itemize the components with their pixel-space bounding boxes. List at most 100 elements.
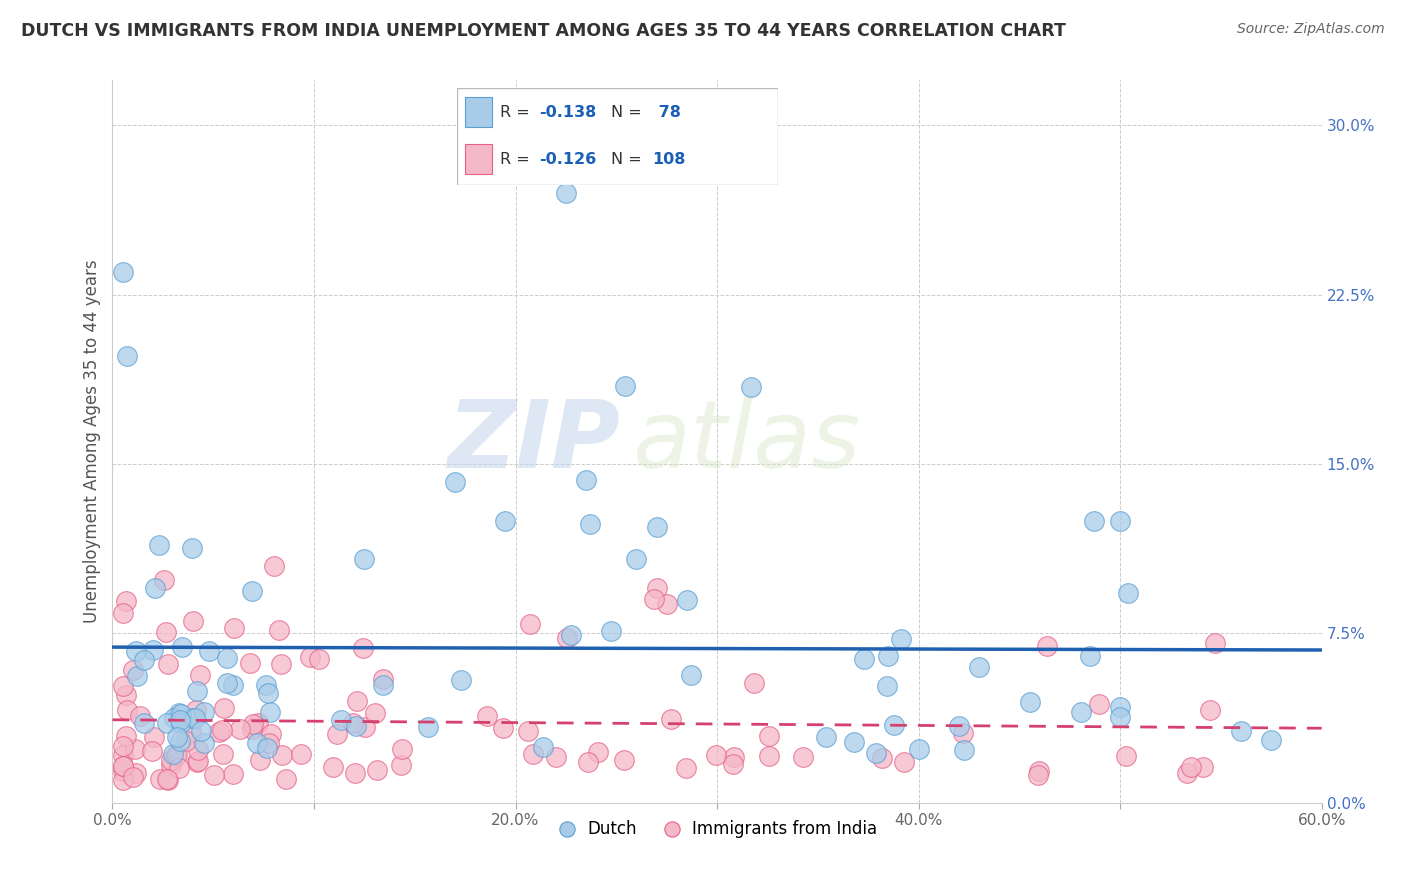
Immigrants from India — [212, 701, 235, 715]
Immigrants from India — [128, 708, 150, 723]
Dutch — [953, 743, 976, 757]
Dutch — [170, 706, 193, 721]
Dutch — [132, 716, 155, 731]
Immigrants from India — [187, 754, 209, 768]
Immigrants from India — [659, 712, 682, 726]
Immigrants from India — [308, 652, 330, 666]
Immigrants from India — [952, 726, 974, 740]
Dutch — [416, 720, 439, 734]
Immigrants from India — [675, 761, 697, 775]
Dutch — [256, 740, 278, 755]
Immigrants from India — [184, 703, 207, 717]
Immigrants from India — [149, 772, 172, 787]
Immigrants from India — [114, 730, 136, 744]
Immigrants from India — [166, 747, 188, 762]
Immigrants from India — [322, 759, 344, 773]
Immigrants from India — [165, 748, 187, 763]
Dutch — [1230, 723, 1253, 738]
Dutch — [142, 643, 165, 657]
Dutch — [172, 640, 194, 655]
Immigrants from India — [290, 747, 312, 761]
Dutch — [1019, 695, 1042, 709]
Dutch — [575, 473, 598, 487]
Text: Source: ZipAtlas.com: Source: ZipAtlas.com — [1237, 22, 1385, 37]
Immigrants from India — [588, 745, 610, 759]
Dutch — [645, 520, 668, 534]
Dutch — [883, 717, 905, 731]
Immigrants from India — [160, 758, 183, 772]
Immigrants from India — [208, 725, 231, 739]
Dutch — [198, 644, 221, 658]
Y-axis label: Unemployment Among Ages 35 to 44 years: Unemployment Among Ages 35 to 44 years — [83, 260, 101, 624]
Dutch — [111, 265, 134, 279]
Dutch — [1078, 648, 1101, 663]
Dutch — [1109, 514, 1132, 528]
Dutch — [600, 624, 623, 639]
Immigrants from India — [721, 757, 744, 772]
Immigrants from India — [274, 772, 297, 787]
Dutch — [117, 349, 139, 363]
Dutch — [246, 736, 269, 750]
Immigrants from India — [517, 724, 540, 739]
Immigrants from India — [477, 709, 499, 723]
Dutch — [890, 632, 912, 646]
Immigrants from India — [239, 656, 262, 670]
Immigrants from India — [141, 744, 163, 758]
Dutch — [613, 379, 636, 393]
Immigrants from India — [257, 736, 280, 750]
Dutch — [257, 685, 280, 699]
Immigrants from India — [655, 597, 678, 611]
Immigrants from India — [1199, 703, 1222, 717]
Dutch — [193, 705, 215, 719]
Dutch — [852, 652, 875, 666]
Immigrants from India — [111, 759, 134, 773]
Dutch — [948, 719, 970, 733]
Immigrants from India — [342, 716, 364, 731]
Dutch — [162, 747, 184, 761]
Immigrants from India — [202, 768, 225, 782]
Dutch — [125, 669, 148, 683]
Immigrants from India — [391, 742, 413, 756]
Immigrants from India — [157, 657, 180, 672]
Immigrants from India — [1180, 759, 1202, 773]
Immigrants from India — [121, 770, 143, 784]
Immigrants from India — [613, 753, 636, 767]
Dutch — [1083, 514, 1105, 528]
Dutch — [579, 516, 602, 531]
Immigrants from India — [645, 582, 668, 596]
Immigrants from India — [299, 649, 322, 664]
Immigrants from India — [792, 750, 814, 764]
Immigrants from India — [742, 675, 765, 690]
Dutch — [740, 380, 762, 394]
Immigrants from India — [229, 722, 252, 736]
Immigrants from India — [211, 747, 233, 761]
Dutch — [560, 628, 582, 642]
Dutch — [184, 711, 207, 725]
Dutch — [259, 705, 281, 719]
Immigrants from India — [180, 726, 202, 740]
Immigrants from India — [155, 625, 177, 640]
Immigrants from India — [159, 753, 181, 767]
Immigrants from India — [1115, 749, 1137, 764]
Immigrants from India — [156, 772, 179, 786]
Immigrants from India — [157, 772, 180, 787]
Text: ZIP: ZIP — [447, 395, 620, 488]
Immigrants from India — [174, 734, 197, 748]
Immigrants from India — [112, 739, 135, 753]
Dutch — [681, 667, 703, 681]
Dutch — [876, 679, 898, 693]
Immigrants from India — [181, 615, 204, 629]
Dutch — [222, 678, 245, 692]
Dutch — [844, 735, 866, 749]
Immigrants from India — [1175, 766, 1198, 780]
Immigrants from India — [544, 750, 567, 764]
Dutch — [143, 582, 166, 596]
Immigrants from India — [326, 727, 349, 741]
Dutch — [186, 684, 208, 698]
Immigrants from India — [111, 772, 134, 787]
Dutch — [169, 714, 191, 728]
Dutch — [877, 648, 900, 663]
Dutch — [215, 651, 238, 665]
Immigrants from India — [343, 765, 366, 780]
Immigrants from India — [270, 657, 292, 671]
